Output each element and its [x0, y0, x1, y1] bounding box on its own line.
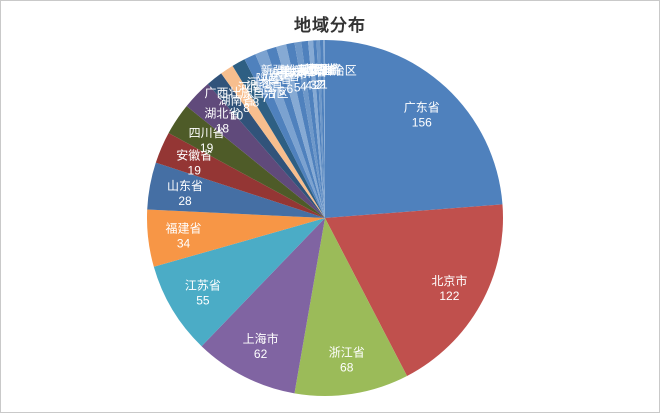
pie-slice-8[interactable] — [168, 106, 325, 218]
pie-slice-24[interactable] — [323, 40, 325, 218]
slice-label-19: 新疆维吾尔自治区 4 — [261, 63, 357, 93]
slice-label-3: 上海市 62 — [243, 331, 279, 361]
pie-slice-19[interactable] — [301, 40, 325, 218]
slice-label-1: 北京市 122 — [431, 273, 467, 303]
slice-label-21: 云南省 2 — [299, 62, 335, 92]
slice-label-13: 河北省 7 — [247, 76, 283, 105]
pie-slice-3[interactable] — [201, 218, 325, 394]
slice-label-11: 广西壮族自治区 8 — [204, 86, 288, 115]
slice-label-2: 浙江省 68 — [329, 346, 365, 375]
pie-slice-13[interactable] — [244, 54, 325, 219]
pie-slice-17[interactable] — [286, 42, 325, 218]
pie-slice-18[interactable] — [294, 41, 325, 218]
pie-slice-14[interactable] — [255, 49, 325, 218]
slice-label-23: 江西省 2 — [304, 63, 340, 92]
pie-slice-2[interactable] — [294, 218, 408, 397]
slice-label-4: 江苏省 55 — [185, 278, 221, 307]
pie-slice-10[interactable] — [207, 73, 325, 219]
slice-label-18: 黑龙江省 4 — [279, 64, 327, 93]
slice-label-7: 安徽省 19 — [176, 148, 212, 178]
slice-label-6: 山东省 28 — [167, 179, 203, 208]
pie-slice-6[interactable] — [147, 162, 325, 218]
pie-slice-4[interactable] — [153, 218, 325, 347]
pie-slice-7[interactable] — [155, 132, 325, 218]
pie-slice-23[interactable] — [319, 40, 325, 219]
slice-label-9: 湖北省 18 — [204, 105, 240, 135]
pie-slice-12[interactable] — [232, 59, 325, 218]
slice-label-8: 四川省 19 — [189, 126, 225, 155]
pie-slice-16[interactable] — [276, 44, 325, 218]
slice-label-16: 天津市 6 — [272, 66, 308, 96]
chart-title: 地域分布 — [294, 16, 366, 35]
pie-slice-22[interactable] — [316, 40, 325, 218]
slice-label-12: 河南省 8 — [238, 80, 274, 110]
pie-slice-5[interactable] — [146, 209, 325, 267]
slice-label-0: 广东省 156 — [404, 101, 440, 130]
pie-slice-0[interactable] — [325, 39, 503, 218]
slice-label-10: 湖南省 10 — [218, 92, 254, 122]
slice-label-5: 福建省 34 — [165, 220, 201, 250]
slice-label-24: 贵州省 1 — [306, 63, 342, 92]
slice-label-20: 吉林省 3 — [295, 63, 331, 92]
slice-label-14: 陕西省 7 — [256, 71, 292, 101]
slice-label-22: 山西省 2 — [301, 63, 337, 92]
slice-label-15: 辽宁省 6 — [264, 68, 300, 98]
pie-slice-1[interactable] — [325, 204, 504, 376]
slice-label-17: 重庆市 5 — [279, 64, 315, 94]
pie-slice-9[interactable] — [186, 83, 325, 219]
pie-slice-15[interactable] — [266, 46, 325, 218]
pie-slice-21[interactable] — [313, 40, 325, 219]
pie-slice-20[interactable] — [307, 40, 325, 219]
pie-slice-11[interactable] — [221, 65, 325, 219]
